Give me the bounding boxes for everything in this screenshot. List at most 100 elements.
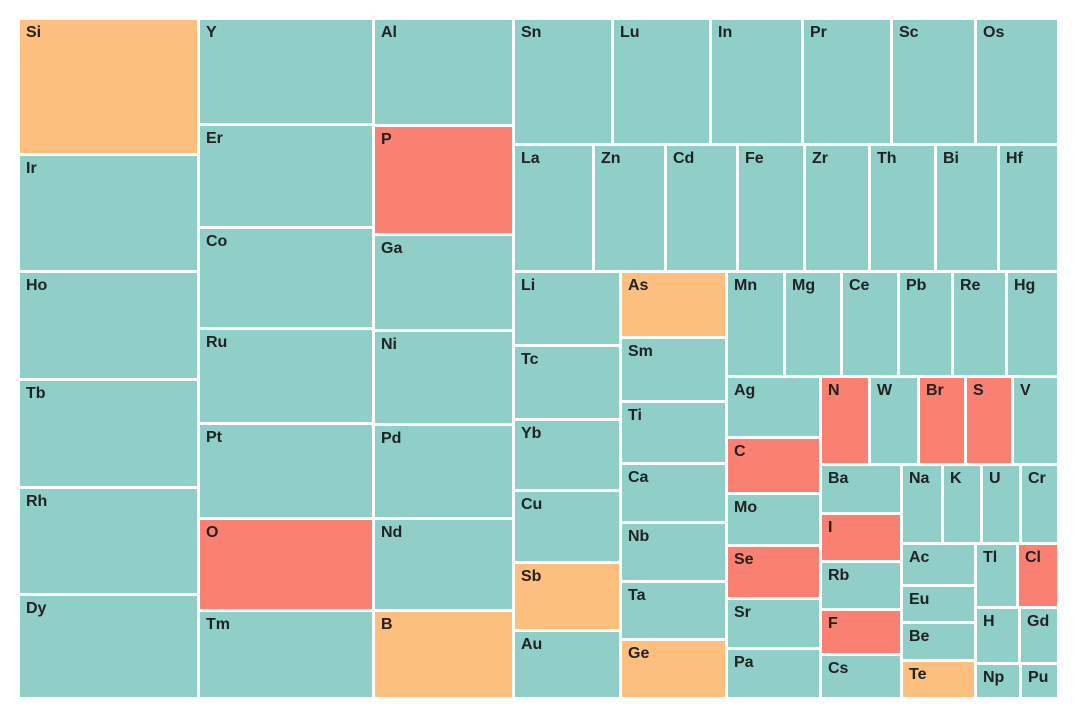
treemap-cell-hg: Hg [1008, 273, 1057, 375]
treemap-cell-label: Sn [521, 24, 542, 41]
treemap-cell-label: Yb [521, 425, 542, 442]
treemap-cell-label: Al [381, 24, 397, 41]
treemap-cell-v: V [1014, 378, 1057, 463]
treemap-cell-as: As [622, 273, 725, 336]
treemap-cell-label: Si [26, 24, 42, 41]
treemap-cell-label: In [718, 24, 733, 41]
treemap-cell-pt: Pt [200, 425, 372, 517]
treemap-cell-y: Y [200, 20, 372, 123]
treemap-cell-w: W [871, 378, 917, 463]
treemap-cell-cl: Cl [1019, 545, 1057, 606]
treemap-cell-label: P [381, 131, 392, 148]
treemap-cell-label: Li [521, 277, 536, 294]
treemap-cell-label: Hg [1014, 277, 1036, 294]
treemap-cell-label: Ag [734, 382, 756, 399]
treemap-cell-yb: Yb [515, 421, 619, 489]
treemap-cell-label: Ca [628, 469, 649, 486]
treemap-cell-ca: Ca [622, 465, 725, 521]
treemap-cell-nd: Nd [375, 520, 512, 609]
treemap-cell-label: Mg [792, 277, 816, 294]
treemap-cell-tc: Tc [515, 347, 619, 418]
treemap-cell-label: Re [960, 277, 981, 294]
treemap-cell-label: Gd [1027, 613, 1050, 630]
treemap-cell-label: Cs [828, 660, 849, 677]
treemap-cell-os: Os [977, 20, 1057, 143]
treemap-cell-label: Os [983, 24, 1005, 41]
treemap-cell-ag: Ag [728, 378, 819, 436]
treemap-cell-label: Fe [745, 150, 764, 167]
treemap-cell-label: Be [909, 628, 930, 645]
treemap-cell-label: Th [877, 150, 897, 167]
treemap-cell-label: Tm [206, 616, 230, 633]
treemap-cell-cr: Cr [1022, 466, 1057, 542]
treemap-cell-zr: Zr [806, 146, 868, 270]
treemap-cell-ce: Ce [843, 273, 897, 375]
treemap-cell-label: Nd [381, 524, 403, 541]
treemap-cell-label: Tl [983, 549, 998, 566]
treemap-cell-gd: Gd [1021, 609, 1057, 662]
treemap-cell-sc: Sc [893, 20, 974, 143]
treemap-cell-s: S [967, 378, 1011, 463]
treemap-cell-label: Rh [26, 493, 48, 510]
treemap-cell-label: Te [909, 666, 927, 683]
treemap-cell-sn: Sn [515, 20, 611, 143]
treemap-cell-in: In [712, 20, 801, 143]
treemap-cell-pa: Pa [728, 650, 819, 697]
treemap-cell-label: Y [206, 24, 217, 41]
treemap-cell-label: B [381, 616, 393, 633]
treemap-cell-se: Se [728, 547, 819, 597]
treemap-cell-ho: Ho [20, 273, 197, 378]
treemap-cell-label: Pd [381, 430, 402, 447]
treemap-cell-label: Zn [601, 150, 621, 167]
treemap-cell-bi: Bi [937, 146, 997, 270]
treemap-cell-label: Sr [734, 604, 751, 621]
treemap-cell-label: Au [521, 636, 543, 653]
treemap-cell-label: N [828, 382, 840, 399]
treemap-cell-label: Nb [628, 528, 650, 545]
treemap-cell-label: Mn [734, 277, 758, 294]
treemap-cell-re: Re [954, 273, 1005, 375]
treemap-cell-label: Ni [381, 336, 397, 353]
treemap-cell-er: Er [200, 126, 372, 226]
treemap-cell-label: Eu [909, 591, 930, 608]
treemap-cell-au: Au [515, 632, 619, 697]
treemap-cell-label: H [983, 613, 995, 630]
treemap-cell-te: Te [903, 662, 974, 697]
treemap-cell-label: K [950, 470, 962, 487]
treemap-cell-mo: Mo [728, 495, 819, 544]
treemap-cell-ta: Ta [622, 583, 725, 638]
treemap-cell-label: Zr [812, 150, 828, 167]
treemap-cell-br: Br [920, 378, 964, 463]
treemap-cell-mn: Mn [728, 273, 783, 375]
treemap-cell-be: Be [903, 624, 974, 659]
treemap-cell-label: Pb [906, 277, 927, 294]
treemap-cell-label: Mo [734, 499, 758, 516]
treemap-cell-pu: Pu [1022, 665, 1057, 697]
treemap-cell-ir: Ir [20, 156, 197, 270]
treemap-cell-ru: Ru [200, 330, 372, 422]
treemap-cell-f: F [822, 611, 900, 653]
treemap-cell-label: F [828, 615, 838, 632]
treemap-cell-label: U [989, 470, 1001, 487]
treemap-cell-label: Hf [1006, 150, 1023, 167]
treemap-cell-ge: Ge [622, 641, 725, 697]
treemap-cell-ni: Ni [375, 332, 512, 423]
treemap-cell-label: Pr [810, 24, 827, 41]
treemap-cell-h: H [977, 609, 1018, 662]
treemap-cell-cu: Cu [515, 492, 619, 561]
treemap-cell-cs: Cs [822, 656, 900, 697]
treemap-cell-ba: Ba [822, 466, 900, 512]
treemap-cell-label: Ta [628, 587, 646, 604]
treemap-cell-li: Li [515, 273, 619, 344]
treemap-cell-pb: Pb [900, 273, 951, 375]
treemap-cell-label: Ce [849, 277, 870, 294]
treemap-cell-hf: Hf [1000, 146, 1057, 270]
treemap-cell-label: Ru [206, 334, 228, 351]
treemap-cell-label: Pt [206, 429, 222, 446]
treemap-cell-ti: Ti [622, 403, 725, 462]
treemap-cell-label: Ti [628, 407, 642, 424]
treemap-cell-label: Ge [628, 645, 650, 662]
treemap-cell-label: Tc [521, 351, 539, 368]
treemap-cell-label: Sm [628, 343, 653, 360]
treemap-cell-c: C [728, 439, 819, 492]
